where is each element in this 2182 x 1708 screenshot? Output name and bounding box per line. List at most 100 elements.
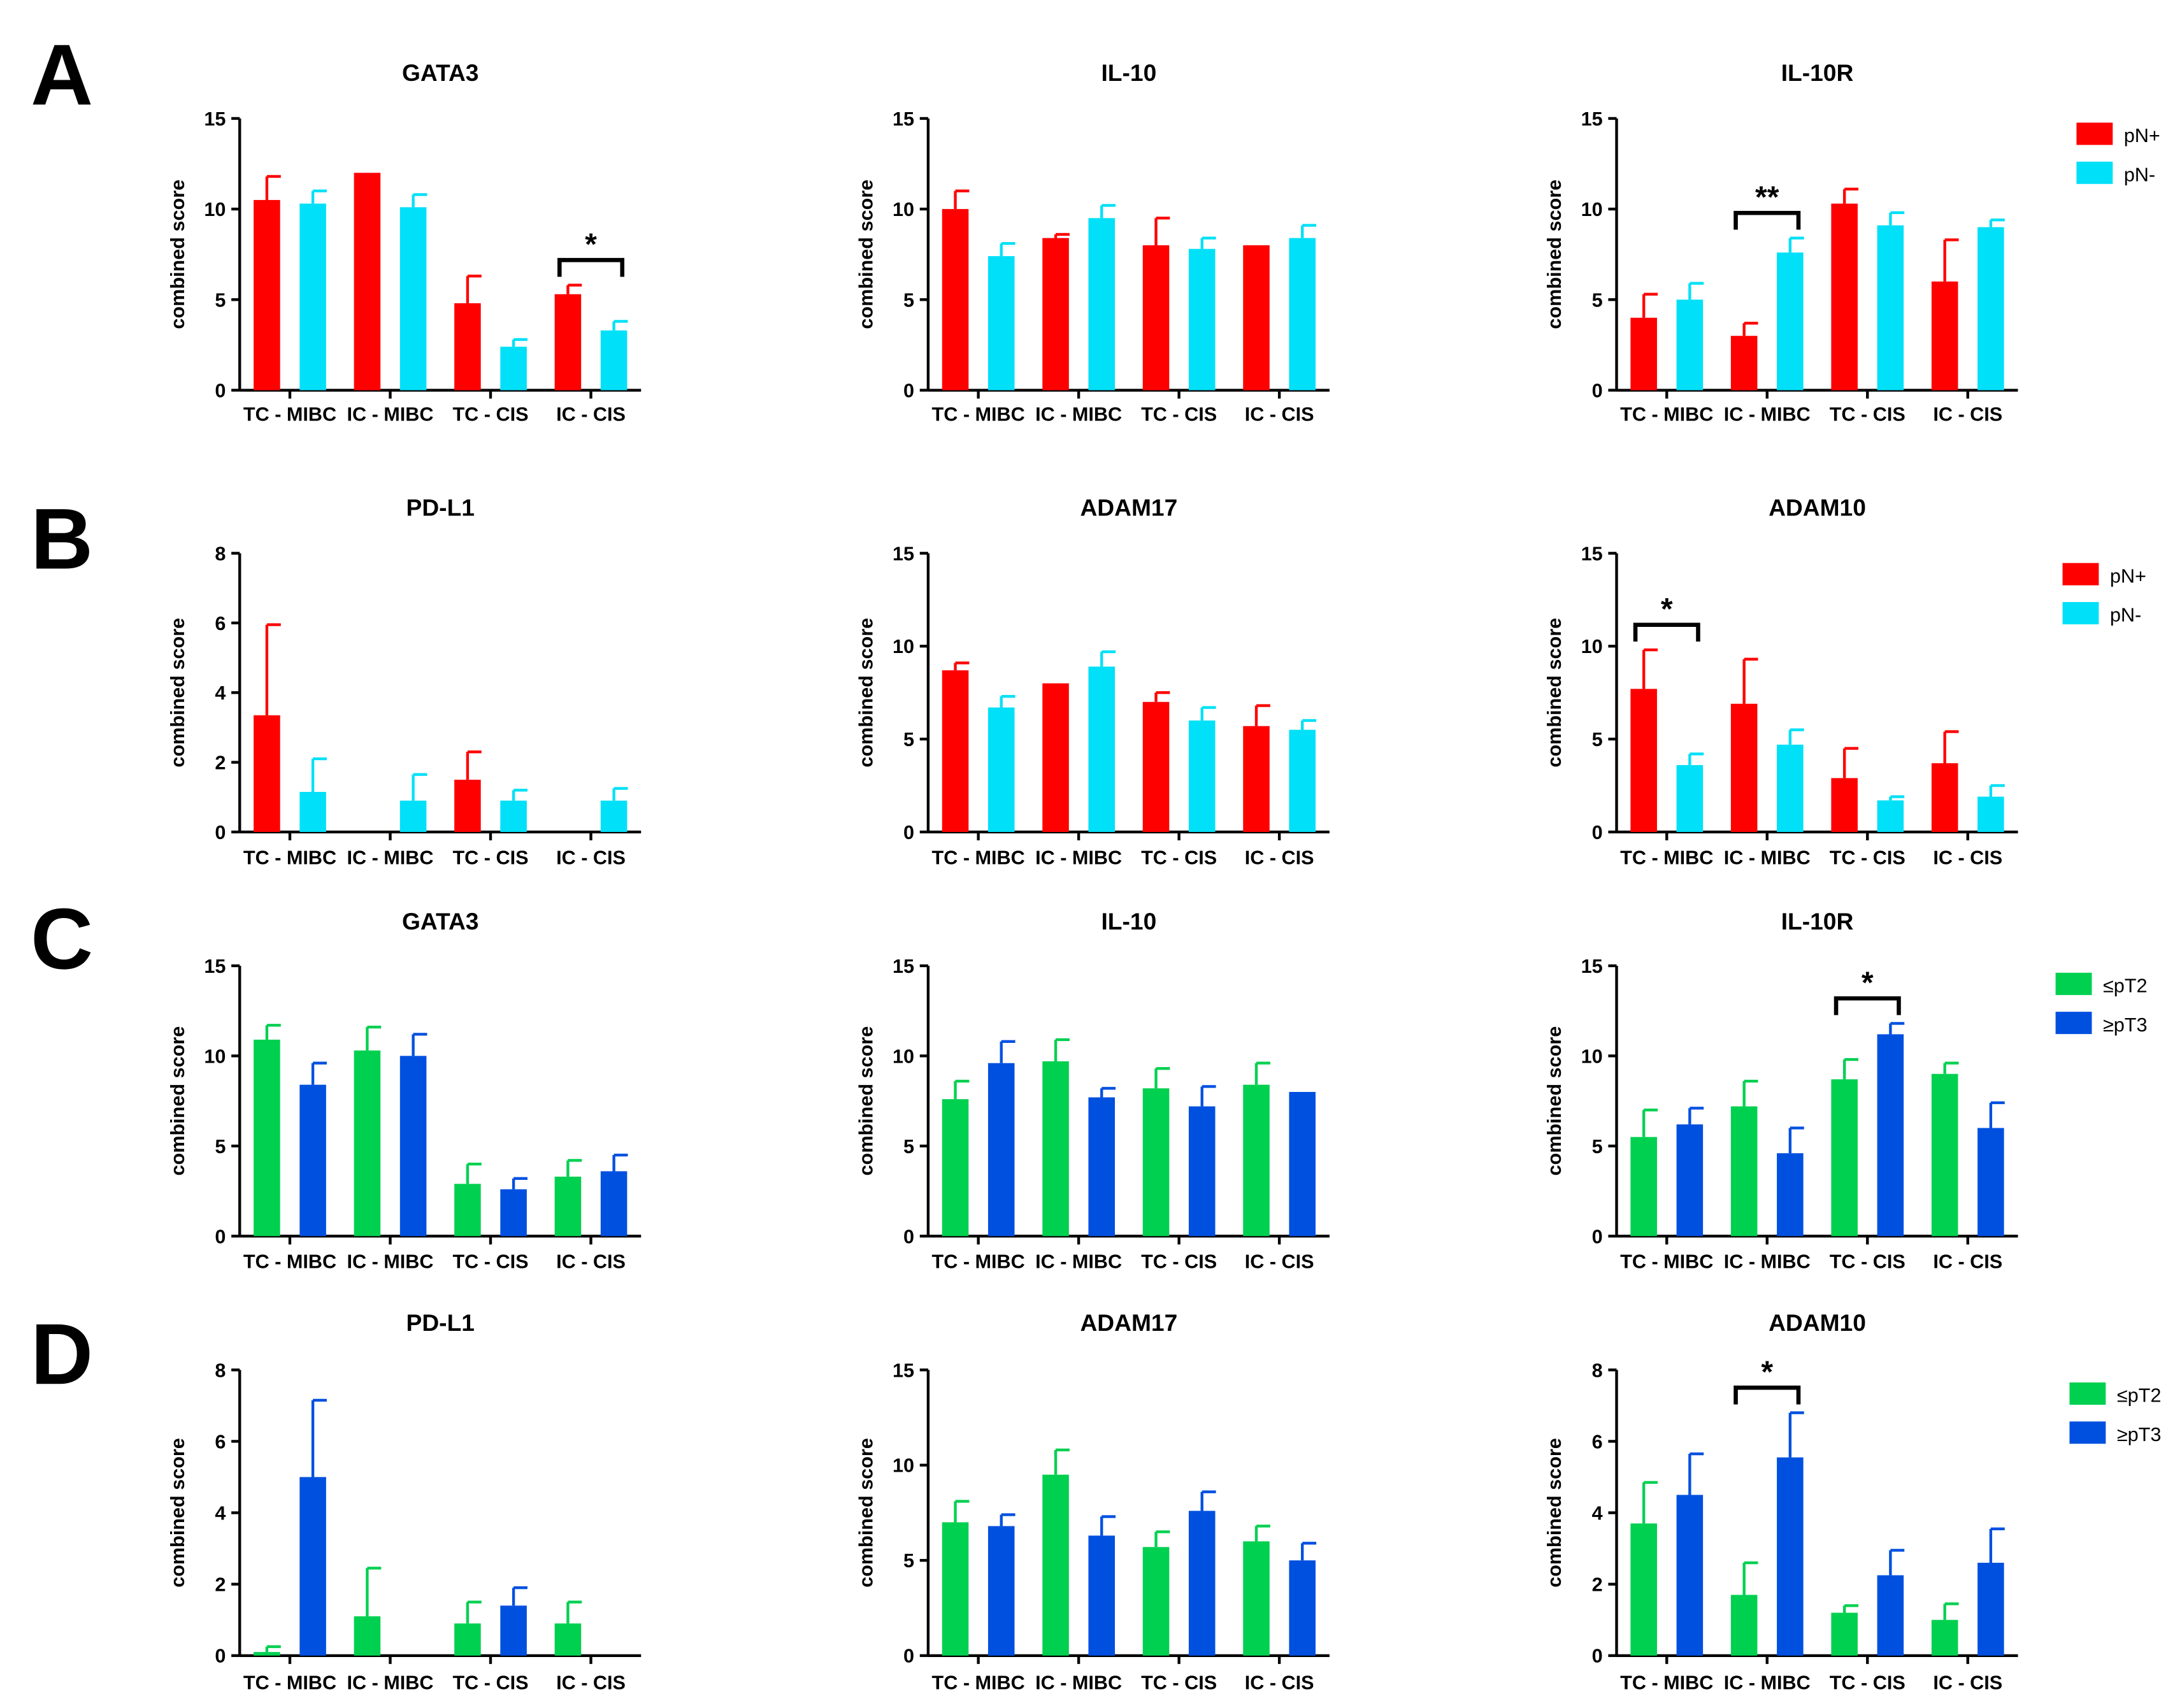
- x-tick-label: IC - MIBC: [1724, 847, 1811, 868]
- bar-series-1: [1931, 281, 1958, 391]
- bar-series-1: [1042, 238, 1069, 391]
- x-tick-label: TC - MIBC: [1620, 1672, 1713, 1693]
- x-tick-label: TC - MIBC: [243, 1672, 336, 1693]
- bar-series-1: [454, 303, 481, 391]
- bar-series-1: [1042, 1474, 1069, 1656]
- bar-series-2: [1289, 1560, 1316, 1656]
- y-axis-label: combined score: [167, 1026, 189, 1176]
- panel-letter: D: [31, 1305, 93, 1402]
- y-axis-label: combined score: [167, 180, 189, 329]
- x-tick-label: IC - CIS: [1245, 404, 1314, 426]
- y-tick-label: 2: [215, 1574, 226, 1596]
- panel-letter: C: [31, 890, 93, 987]
- bar-series-1: [1243, 1541, 1270, 1656]
- y-tick-label: 0: [1592, 822, 1603, 843]
- y-tick-label: 6: [215, 613, 226, 635]
- y-tick-label: 2: [1592, 1574, 1603, 1596]
- bar-series-2: [1676, 764, 1704, 832]
- bar-series-1: [454, 1184, 481, 1237]
- bar-series-1: [942, 209, 969, 391]
- chart-panel: IL-10 combined score 0 5 10 15 TC - MIBC IC - M…: [855, 59, 1330, 426]
- x-tick-label: TC - MIBC: [243, 404, 336, 426]
- y-axis-label: combined score: [855, 1438, 877, 1588]
- panel-letter: A: [31, 26, 93, 123]
- y-tick-label: 5: [1592, 729, 1603, 750]
- bar-series-1: [1730, 336, 1758, 391]
- x-tick-label: TC - CIS: [1141, 404, 1217, 426]
- bar-series-2: [1676, 1124, 1704, 1237]
- bar-series-2: [299, 203, 326, 391]
- x-tick-label: IC - CIS: [556, 1251, 626, 1273]
- bar-series-1: [454, 779, 481, 832]
- bar-series-1: [254, 1652, 280, 1656]
- bar-series-1: [1142, 701, 1170, 832]
- x-tick-label: TC - CIS: [1830, 847, 1906, 868]
- bar-series-2: [1088, 218, 1115, 391]
- chart-title: GATA3: [402, 59, 478, 86]
- x-tick-label: TC - CIS: [1830, 404, 1906, 426]
- bar-series-2: [1777, 744, 1804, 832]
- bar-series-2: [500, 800, 527, 832]
- bar-series-1: [554, 1623, 582, 1656]
- x-tick-label: IC - CIS: [556, 1672, 626, 1693]
- y-tick-label: 0: [1592, 380, 1603, 401]
- bar-series-2: [1676, 299, 1704, 391]
- chart-title: GATA3: [402, 908, 478, 935]
- x-tick-label: IC - CIS: [1933, 847, 2002, 868]
- bar-series-1: [1142, 1088, 1170, 1237]
- y-tick-label: 10: [893, 1455, 914, 1477]
- chart-title: ADAM10: [1769, 494, 1866, 520]
- y-tick-label: 8: [215, 543, 226, 564]
- bar-series-2: [1188, 248, 1216, 391]
- bar-series-2: [1877, 800, 1904, 832]
- significance-marker: *: [1661, 592, 1673, 626]
- significance-bracket: [1834, 996, 1901, 1015]
- y-tick-label: 8: [215, 1360, 226, 1381]
- bar-series-1: [1630, 1137, 1657, 1237]
- y-tick-label: 10: [893, 199, 914, 220]
- bar-series-1: [354, 1616, 381, 1656]
- chart-panel: IL-10R combined score 0 5 10 15 TC - MIBC IC - …: [1544, 908, 2018, 1273]
- panel-letter: B: [31, 491, 93, 587]
- x-tick-label: TC - CIS: [1141, 1251, 1217, 1273]
- x-tick-label: TC - CIS: [452, 847, 528, 868]
- bar-series-1: [1630, 689, 1657, 832]
- y-tick-label: 0: [215, 1226, 226, 1247]
- bar-series-1: [554, 1176, 582, 1237]
- bar-series-2: [500, 347, 527, 391]
- y-tick-label: 15: [893, 108, 914, 130]
- y-tick-label: 5: [903, 1136, 914, 1158]
- legend-swatch: [2055, 1012, 2092, 1035]
- y-tick-label: 5: [1592, 289, 1603, 311]
- bar-series-1: [1630, 317, 1657, 391]
- y-tick-label: 0: [903, 380, 914, 401]
- bar-series-2: [1188, 720, 1216, 832]
- y-tick-label: 10: [1581, 636, 1603, 657]
- x-tick-label: TC - MIBC: [1620, 404, 1713, 426]
- bar-series-1: [1630, 1523, 1657, 1656]
- bar-series-2: [299, 1084, 326, 1237]
- x-tick-label: TC - MIBC: [932, 847, 1025, 868]
- bar-series-2: [1088, 666, 1115, 832]
- chart-title: PD-L1: [406, 1309, 475, 1336]
- legend-swatch: [2055, 972, 2092, 995]
- x-tick-label: TC - CIS: [452, 404, 528, 426]
- x-tick-label: IC - CIS: [1245, 1672, 1314, 1693]
- y-tick-label: 10: [893, 636, 914, 657]
- bar-series-2: [399, 207, 427, 391]
- y-tick-label: 10: [1581, 199, 1603, 220]
- significance-marker: **: [1755, 180, 1779, 215]
- chart-title: ADAM17: [1080, 494, 1177, 520]
- bar-series-2: [1777, 252, 1804, 391]
- significance-bracket: [1633, 622, 1700, 642]
- y-tick-label: 5: [215, 289, 226, 311]
- x-tick-label: TC - MIBC: [243, 1251, 336, 1273]
- bar-series-2: [1977, 227, 2004, 391]
- chart-title: PD-L1: [406, 494, 475, 520]
- y-tick-label: 5: [903, 289, 914, 311]
- bar-series-2: [600, 800, 628, 832]
- significance-marker: *: [585, 227, 597, 261]
- x-tick-label: TC - MIBC: [1620, 1251, 1713, 1273]
- x-tick-label: IC - CIS: [1933, 404, 2002, 426]
